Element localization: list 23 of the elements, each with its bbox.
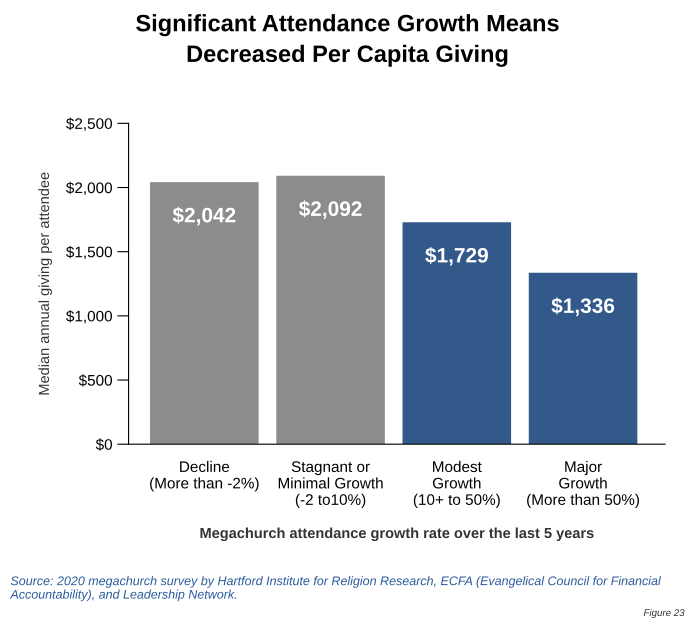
caption: Figure 23 [644,608,684,618]
bar [402,222,512,444]
y-axis-title: Median annual giving per attendee [38,172,52,394]
x-tick-label: Decline (More than -2%) [150,460,259,492]
data-label: $2,092 [298,200,362,220]
y-tick-label: $1,500 [66,246,112,260]
chart-title: Significant Attendance Growth Means Decreased Per Capita Giving [136,14,559,67]
source-note: Source: 2020 megachurch survey by Hartford Institute for Religion Research, ECFA (Evangelical Council for Financial Accountability), and Leadership Network. [10,576,662,602]
x-tick-label: Modest Growth (10+ to 50%) [414,460,500,508]
y-tick-label: $2,000 [66,182,112,196]
y-tick-label: $1,000 [66,310,112,324]
y-tick-label: $2,500 [66,118,112,131]
data-label: $2,042 [172,206,236,226]
y-tick-label: $500 [78,374,112,387]
x-tick-label: Stagnant or Minimal Growth (-2 to10%) [278,461,383,508]
x-tick-label: Major Growth (More than 50%) [527,460,640,508]
x-axis-title: Megachurch attendance growth rate over the last 5 years [200,527,594,542]
y-tick-label: $0 [96,438,112,451]
data-label: $1,336 [551,297,614,316]
bar [150,182,259,444]
bar [528,272,638,444]
data-label: $1,729 [425,246,488,266]
bar [276,176,385,444]
